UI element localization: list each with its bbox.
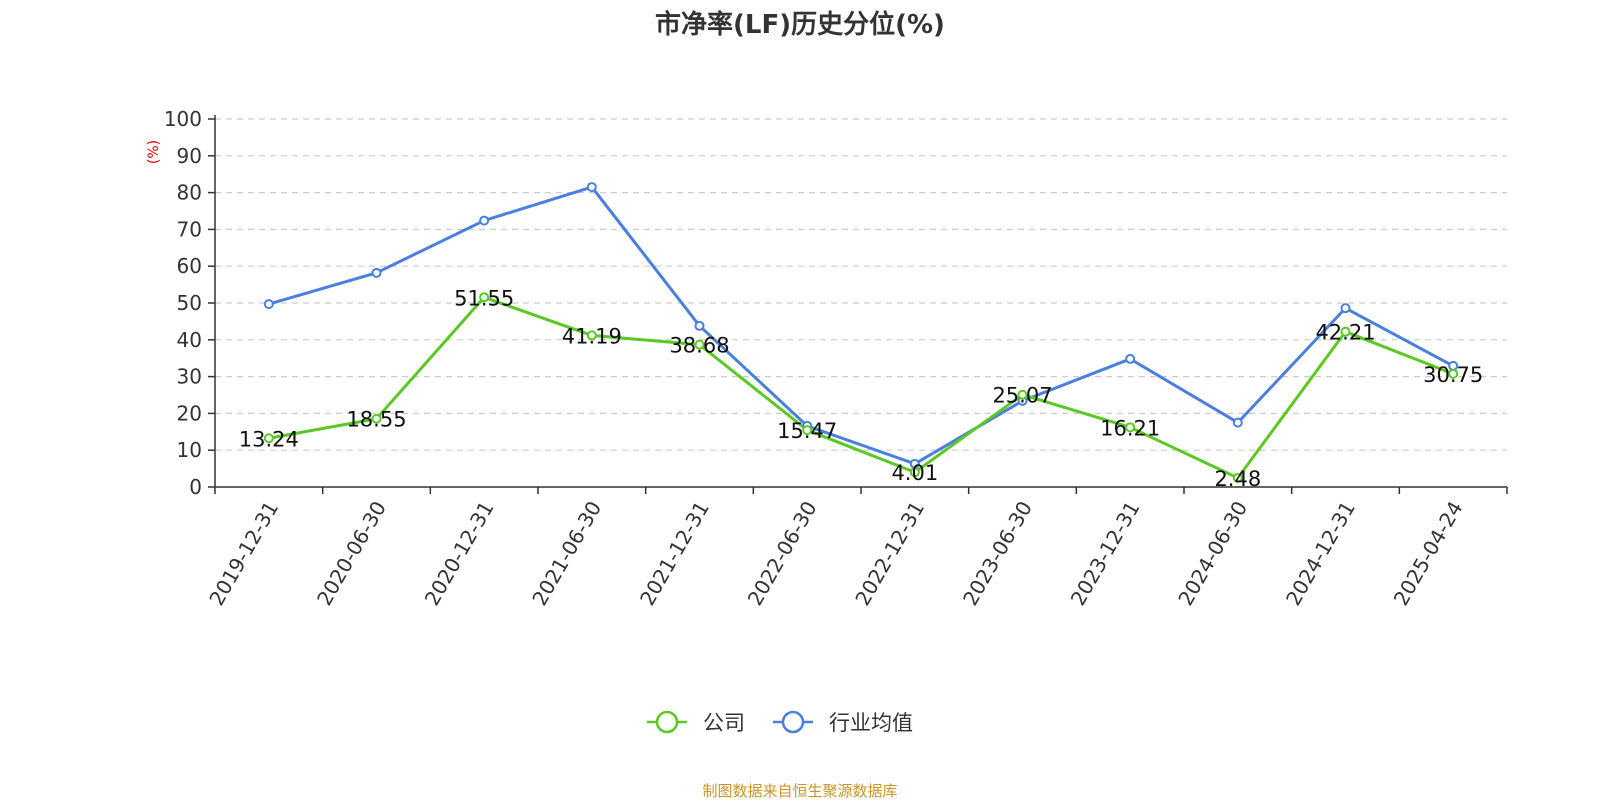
- data-label: 38.68: [669, 334, 729, 358]
- data-point: [1017, 389, 1028, 400]
- x-tick-label: 2022-06-30: [743, 497, 822, 610]
- legend-label: 行业均值: [829, 711, 913, 735]
- series-line-1: [268, 185, 1454, 466]
- x-tick-label: 2024-06-30: [1173, 497, 1252, 610]
- data-point: [479, 292, 490, 303]
- data-label: 25.07: [992, 384, 1052, 408]
- data-point: [371, 413, 382, 424]
- y-tick-label: 60: [177, 254, 202, 278]
- x-tick-label: 2023-06-30: [958, 497, 1037, 610]
- data-point: [263, 433, 274, 444]
- series-line-0: [268, 295, 1454, 480]
- x-tick-label: 2022-12-31: [850, 497, 929, 610]
- data-point: [694, 320, 705, 331]
- data-point: [802, 425, 813, 436]
- data-point: [1232, 472, 1243, 483]
- data-point: [1125, 422, 1136, 433]
- data-point: [371, 267, 382, 278]
- y-tick-label: 40: [177, 328, 202, 352]
- data-point: [909, 467, 920, 478]
- x-tick-label: 2019-12-31: [204, 497, 283, 610]
- y-tick-label: 10: [177, 438, 202, 462]
- data-label: 51.55: [454, 286, 514, 310]
- y-tick-label: 0: [189, 475, 202, 499]
- x-tick-label: 2024-12-31: [1281, 497, 1360, 610]
- data-point: [1340, 303, 1351, 314]
- x-tick-label: 2021-06-30: [527, 497, 606, 610]
- y-tick-label: 30: [177, 365, 202, 389]
- x-tick-label: 2025-04-24: [1389, 497, 1468, 610]
- x-tick-label: 2021-12-31: [635, 497, 714, 610]
- data-point: [1232, 417, 1243, 428]
- line-chart: 0 10 20 30 40 50 60 70 80 90 100(%) 2019-12-31 2020-…: [146, 107, 1508, 735]
- axes: 0 10 20 30 40 50 60 70 80 90 100(%) 2019-12-31 2020-…: [146, 107, 1508, 610]
- x-tick-label: 2023-12-31: [1066, 497, 1145, 610]
- x-tick-label: 2020-12-31: [420, 497, 499, 610]
- data-point: [1340, 326, 1351, 337]
- data-label: 41.19: [562, 324, 622, 348]
- y-tick-label: 50: [177, 291, 202, 315]
- data-label: 30.75: [1423, 363, 1483, 387]
- y-axis-unit: (%): [146, 140, 162, 164]
- chart-title: 市净率(LF)历史分位(%): [655, 10, 945, 40]
- data-point: [1448, 368, 1459, 379]
- legend-item-1: 行业均值: [773, 710, 913, 735]
- source-note: 制图数据来自恒生聚源数据库: [702, 782, 898, 800]
- gridlines: [215, 118, 1507, 451]
- data-point: [586, 330, 597, 341]
- y-tick-label: 100: [164, 107, 202, 131]
- data-labels: 13.24 18.55 51.55 41.19 38.68 15.47 4.01 25.07 1…: [239, 286, 1483, 491]
- y-tick-label: 20: [177, 401, 202, 425]
- data-label: 16.21: [1100, 416, 1160, 440]
- data-label: 15.47: [777, 419, 837, 443]
- series-lines: [268, 185, 1454, 480]
- legend-label: 公司: [703, 711, 745, 735]
- data-point: [694, 339, 705, 350]
- data-point: [263, 299, 274, 310]
- legend-item-0: 公司: [647, 710, 745, 735]
- data-label: 4.01: [891, 461, 938, 485]
- y-tick-label: 90: [177, 144, 202, 168]
- legend-marker: [781, 710, 805, 734]
- x-tick-label: 2020-06-30: [312, 497, 391, 610]
- y-tick-label: 80: [177, 181, 202, 205]
- data-point: [479, 215, 490, 226]
- data-point: [586, 182, 597, 193]
- y-tick-label: 70: [177, 217, 202, 241]
- data-label: 42.21: [1315, 321, 1375, 345]
- data-point: [1125, 353, 1136, 364]
- legend-marker: [655, 710, 679, 734]
- data-label: 13.24: [239, 427, 299, 451]
- legend: 公司 行业均值: [647, 710, 913, 735]
- data-label: 2.48: [1214, 467, 1261, 491]
- series-points: [263, 182, 1459, 483]
- data-label: 18.55: [346, 408, 406, 432]
